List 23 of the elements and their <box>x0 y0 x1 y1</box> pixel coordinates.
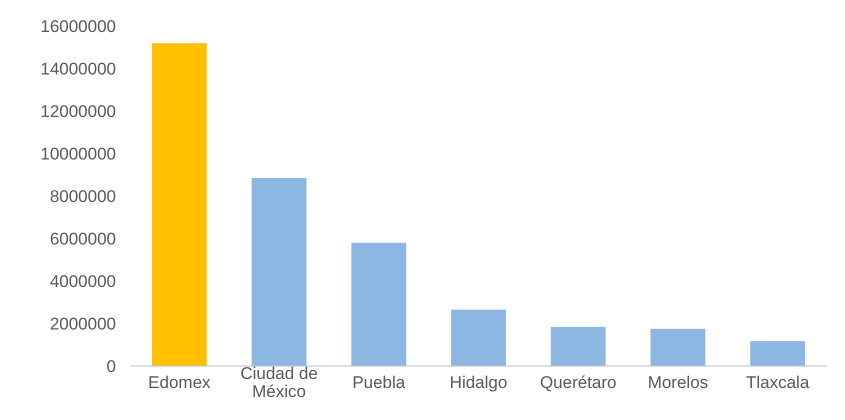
y-tick-label: 14000000 <box>40 59 116 78</box>
y-tick-label: 10000000 <box>40 144 116 164</box>
bar <box>750 341 806 366</box>
x-tick-label: Tlaxcala <box>746 373 810 392</box>
bar <box>252 178 306 366</box>
bar <box>650 328 706 366</box>
x-tick-label: Ciudad de México <box>240 364 318 401</box>
x-tick-label: Querétaro <box>540 373 616 392</box>
y-tick-label: 16000000 <box>40 16 116 36</box>
y-tick-label: 6000000 <box>50 229 116 248</box>
x-tick-label: Puebla <box>352 373 406 392</box>
y-tick-label: 12000000 <box>40 102 116 121</box>
x-tick-label: Hidalgo <box>450 373 508 392</box>
y-tick-label: 2000000 <box>50 314 116 334</box>
x-tick-label: Morelos <box>648 373 708 392</box>
bar <box>351 242 406 366</box>
bar <box>451 310 506 366</box>
bar <box>152 43 207 366</box>
y-tick-label: 4000000 <box>50 272 116 291</box>
y-tick-label: 8000000 <box>50 186 116 206</box>
x-tick-label: Edomex <box>148 373 212 392</box>
y-tick-label: 0 <box>106 356 116 376</box>
bar <box>550 326 606 366</box>
